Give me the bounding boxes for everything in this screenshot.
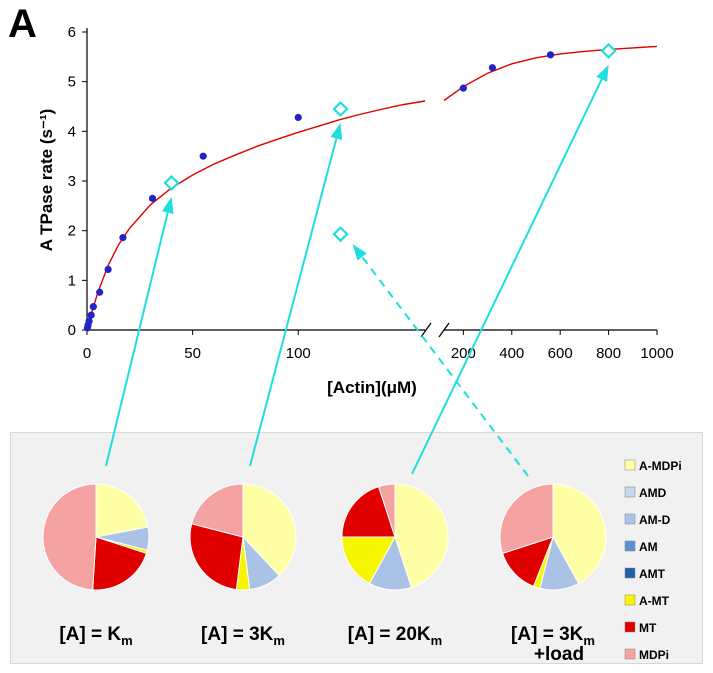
data-point [96, 288, 104, 296]
highlight-diamond-marker [600, 42, 617, 59]
fit-curve-line [86, 100, 426, 331]
pie-label: [A] = 3Km [201, 624, 285, 648]
y-tick-label: 3 [68, 173, 76, 190]
y-tick-label: 2 [68, 223, 76, 240]
x-tick-label: 200 [451, 345, 476, 362]
axes-group: 0 1 2 3 4 5 6 0 50 100 200 400 600 800 1000 [68, 24, 674, 362]
x-tick-label: 100 [286, 345, 311, 362]
pointer-arrow-line [411, 77, 604, 475]
data-point [546, 51, 555, 59]
data-point [119, 234, 127, 242]
pie-slice [189, 523, 244, 591]
y-tick-label: 4 [68, 123, 76, 140]
pie-label-extra: +load [534, 644, 584, 665]
pie-slice [242, 483, 297, 577]
pointer-arrow-line [105, 210, 170, 467]
x-axis-label: [Actin](μM) [327, 378, 417, 397]
axis-break-mark [420, 322, 432, 338]
pie-slice [92, 536, 148, 591]
legend-label: AMT [639, 567, 666, 581]
legend-label: MDPi [639, 648, 669, 662]
highlight-diamond-marker [332, 226, 349, 243]
y-tick-label: 1 [68, 272, 76, 289]
data-points [83, 42, 617, 332]
arrows-group [105, 64, 609, 477]
pie-slice [394, 483, 449, 589]
legend-swatch [624, 459, 636, 471]
pie-slice [341, 536, 396, 585]
x-tick-label: 1000 [640, 345, 673, 362]
legend-swatch [624, 540, 636, 552]
data-point [294, 113, 302, 122]
data-point [87, 311, 95, 319]
legend-swatch [624, 513, 636, 525]
legend-swatch [624, 567, 636, 579]
legend-label: AM [639, 540, 658, 554]
pie-legend: A-MDPi AMD AM-D AM AMT A-MT MT MDPi [624, 459, 682, 662]
y-axis-label: A TPase rate (s⁻¹) [37, 109, 56, 252]
legend-label: MT [639, 621, 657, 635]
pie-label: [A] = Km [59, 624, 132, 648]
y-tick-label: 6 [68, 24, 76, 41]
highlight-diamond-marker [332, 100, 349, 118]
pie-slice [499, 483, 554, 555]
pie-slice [191, 483, 244, 538]
pointer-arrow-line [249, 136, 338, 467]
legend-swatch [624, 486, 636, 498]
data-point [459, 84, 467, 92]
x-tick-label: 600 [548, 345, 573, 362]
legend-swatch [624, 621, 636, 633]
y-tick-label: 5 [68, 74, 76, 91]
legend-label: AMD [639, 486, 667, 500]
legend-label: AM-D [639, 513, 671, 527]
x-tick-label: 0 [83, 345, 91, 362]
axis-break-mark [438, 322, 450, 338]
highlight-diamond-marker [163, 174, 180, 192]
pie-label: [A] = 3Km [511, 624, 595, 648]
data-point [89, 303, 97, 311]
pie-slice [552, 483, 607, 585]
data-point [148, 194, 157, 202]
pie-slice [377, 483, 396, 538]
pie-slice [42, 483, 97, 591]
legend-swatch [624, 594, 636, 606]
panel-letter: A [8, 2, 37, 46]
legend-label: A-MT [639, 594, 670, 608]
data-point [488, 64, 497, 72]
pointer-arrow-head [161, 196, 174, 214]
x-tick-label: 800 [596, 345, 621, 362]
pointer-arrow-head [352, 244, 367, 261]
data-point [199, 152, 207, 160]
pointer-arrow-head [596, 64, 609, 82]
legend-swatch [624, 648, 636, 660]
legend-label: A-MDPi [639, 459, 682, 473]
y-tick-label: 0 [68, 322, 76, 339]
pie-label: [A] = 20Km [348, 624, 442, 648]
x-tick-label: 400 [499, 345, 524, 362]
x-tick-label: 50 [184, 345, 201, 362]
pie-slice [95, 483, 149, 538]
pie-slice [341, 485, 396, 538]
pie-charts: [A] = Km [A] = 3Km [A] = 20Km [A] = 3Km+loa… [42, 483, 607, 665]
pointer-arrow-head [330, 122, 343, 140]
data-point [85, 317, 93, 325]
pointer-arrow-line [360, 254, 529, 477]
data-point [104, 265, 112, 274]
